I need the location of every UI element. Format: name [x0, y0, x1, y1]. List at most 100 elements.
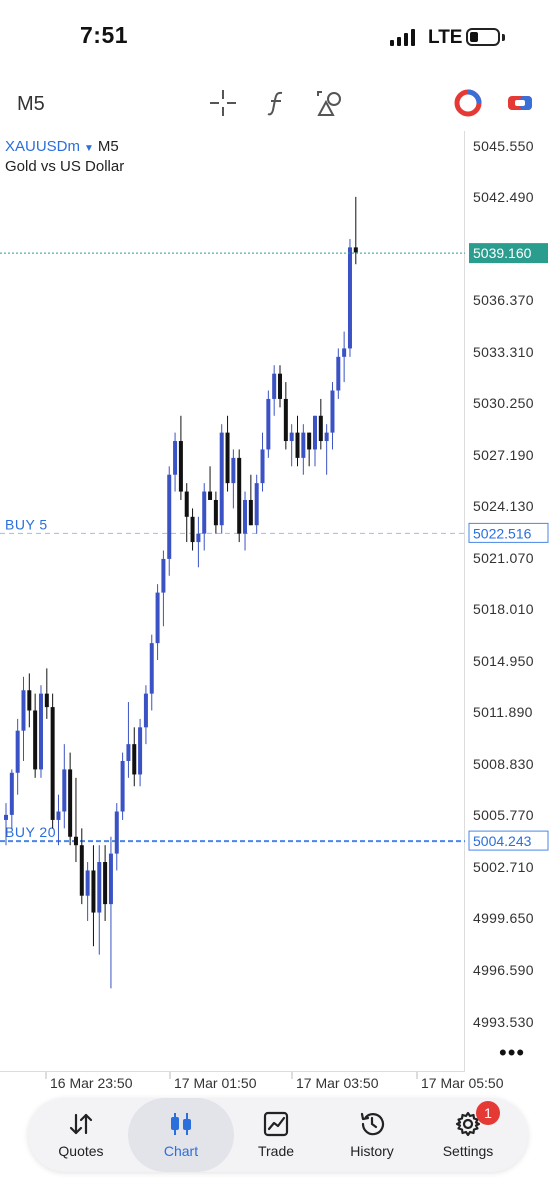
price-axis-label: 5005.770	[473, 807, 534, 824]
candle-body	[173, 441, 178, 475]
candle-body	[21, 690, 26, 731]
price-axis-label: 5002.710	[473, 858, 534, 875]
symbol-header[interactable]: XAUUSDm ▼ M5	[5, 138, 119, 155]
nav-quotes-label: Quotes	[58, 1143, 104, 1159]
nav-trade[interactable]: Trade	[228, 1098, 324, 1172]
candle-body	[295, 432, 300, 458]
candle-body	[307, 432, 312, 450]
candle-body	[336, 356, 341, 391]
bottom-nav: Quotes Chart Trade History	[28, 1098, 528, 1172]
signal-icon	[390, 28, 418, 46]
price-axis-label: 5027.190	[473, 446, 534, 463]
candle-body	[237, 457, 242, 534]
nav-history[interactable]: History	[324, 1098, 420, 1172]
candle-body	[272, 373, 277, 399]
candle-body	[50, 707, 55, 820]
bid-price-value: 5039.160	[473, 245, 532, 261]
candle-body	[91, 870, 96, 913]
symbol-description: Gold vs US Dollar	[5, 158, 125, 175]
candle-body	[330, 390, 335, 433]
settings-notification-badge: 1	[476, 1101, 500, 1125]
trade-toggle-icon[interactable]	[505, 88, 535, 118]
price-axis-label: 5024.130	[473, 498, 534, 515]
order-price-value: 5022.516	[473, 525, 532, 541]
indicator-f-icon[interactable]	[262, 88, 292, 118]
candle-body	[126, 744, 131, 761]
trade-chart-icon	[263, 1111, 289, 1137]
candle-body	[213, 499, 218, 526]
nav-trade-label: Trade	[257, 1143, 295, 1159]
candle-body	[184, 491, 189, 517]
candle-body	[103, 862, 108, 905]
battery-tip	[502, 34, 505, 41]
time-axis-label: 17 Mar 03:50	[296, 1075, 379, 1091]
candlestick-chart[interactable]: BUY 5 5022.516 BUY 20 5004.243 5039.160	[0, 0, 554, 1090]
price-axis-label: 5018.010	[473, 601, 534, 618]
order-price-tag	[468, 830, 549, 851]
candle-body	[68, 769, 73, 837]
candle-body	[342, 348, 347, 357]
objects-shapes-icon[interactable]	[315, 88, 345, 118]
candle-body	[9, 772, 14, 815]
candle-body	[114, 811, 119, 854]
candle-body	[56, 811, 61, 820]
candle-body	[254, 483, 259, 526]
more-options-icon[interactable]: •••	[499, 1040, 526, 1065]
candle-body	[79, 845, 84, 896]
candle-body	[196, 533, 201, 543]
nav-chart[interactable]: Chart	[128, 1098, 234, 1172]
time-axis-label: 16 Mar 23:50	[50, 1075, 133, 1091]
quotes-arrows-icon	[69, 1113, 93, 1135]
candle-body	[38, 693, 43, 770]
price-axis-label: 5014.950	[473, 652, 534, 669]
candle-body	[324, 432, 329, 442]
candle-body	[202, 491, 207, 534]
crosshair-icon[interactable]	[208, 88, 238, 118]
candle-body	[120, 760, 125, 812]
status-time: 7:51	[80, 22, 129, 48]
candle-body	[219, 432, 224, 526]
candle-body	[178, 441, 183, 492]
candle-body	[301, 432, 306, 458]
price-axis-label: 5033.310	[473, 343, 534, 360]
candle-body	[85, 870, 90, 896]
timeframe-button[interactable]: M5	[17, 93, 45, 115]
price-axis-label: 5011.890	[473, 704, 533, 721]
price-axis-label: 5036.370	[473, 292, 534, 309]
symbol-dropdown-icon[interactable]: ▼	[84, 143, 94, 154]
time-axis-label: 17 Mar 05:50	[421, 1075, 504, 1091]
price-axis-label: 5042.490	[473, 189, 534, 206]
chart-area[interactable]	[0, 131, 465, 1072]
candle-body	[161, 558, 166, 593]
nav-settings[interactable]: Settings	[420, 1098, 516, 1172]
candle-body	[312, 415, 317, 450]
candle-body	[155, 592, 160, 644]
candle-body	[138, 727, 143, 775]
candle-body	[108, 853, 113, 905]
candle-body	[231, 457, 236, 484]
candle-body	[62, 769, 67, 812]
candle-body	[27, 690, 32, 711]
nav-chart-label: Chart	[163, 1143, 199, 1159]
candles-icon	[171, 1113, 191, 1135]
candle-body	[243, 499, 248, 534]
candle-body	[149, 643, 154, 694]
candle-body	[318, 415, 323, 442]
order-line-label: BUY 20	[5, 824, 56, 840]
symbol-timeframe: M5	[97, 138, 119, 155]
candle-body	[167, 474, 172, 559]
candle-body	[73, 836, 78, 846]
candle-body	[283, 398, 288, 442]
price-axis-label: 5008.830	[473, 755, 534, 772]
order-line-label: BUY 5	[5, 516, 48, 532]
one-click-trading-icon[interactable]	[453, 88, 483, 118]
nav-history-label: History	[350, 1143, 394, 1159]
price-axis-label: 5021.070	[473, 549, 534, 566]
candle-body	[97, 862, 102, 913]
nav-quotes[interactable]: Quotes	[33, 1098, 129, 1172]
symbol-name[interactable]: XAUUSDm	[5, 138, 81, 155]
history-clock-icon	[360, 1112, 385, 1136]
battery-icon	[466, 28, 500, 46]
candle-body	[190, 516, 195, 543]
candle-body	[44, 693, 49, 708]
